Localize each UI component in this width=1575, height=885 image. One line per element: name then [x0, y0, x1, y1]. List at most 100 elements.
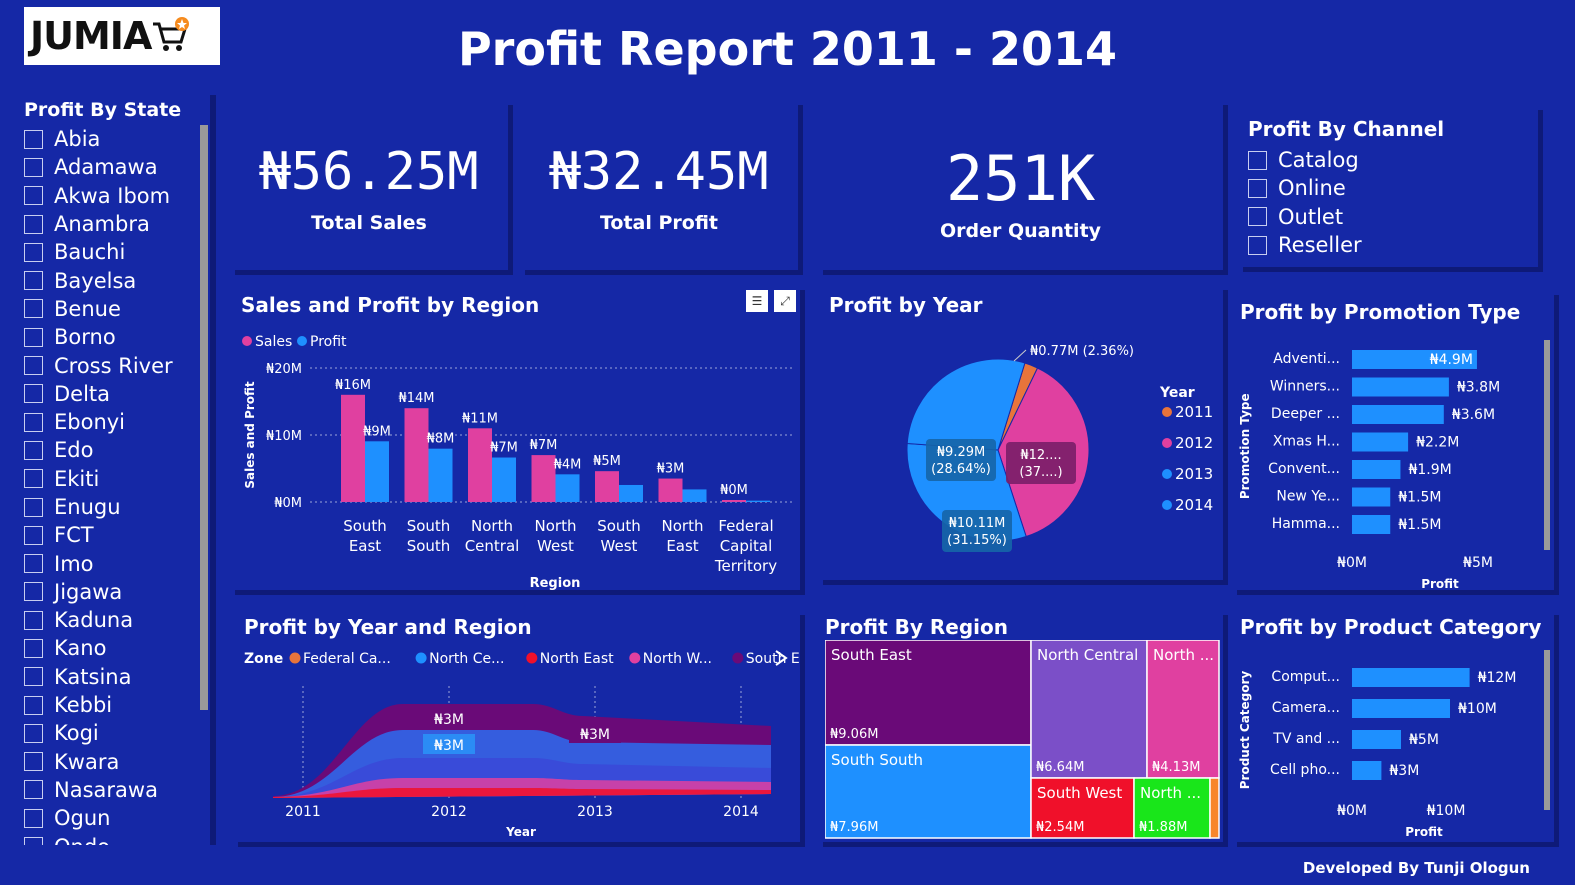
- state-item-delta[interactable]: Delta: [24, 380, 199, 408]
- checkbox[interactable]: [24, 412, 43, 432]
- state-item-label: Kano: [54, 636, 107, 661]
- checkbox[interactable]: [24, 695, 43, 715]
- checkbox[interactable]: [1248, 150, 1267, 170]
- state-item-ekiti[interactable]: Ekiti: [24, 465, 199, 493]
- state-item-label: Cross River: [54, 353, 173, 378]
- x-tick-label: South: [597, 517, 641, 535]
- panel-title: Profit By Region: [825, 615, 1008, 639]
- checkbox[interactable]: [24, 610, 43, 630]
- state-item-kwara[interactable]: Kwara: [24, 748, 199, 776]
- checkbox[interactable]: [24, 242, 43, 262]
- sales-bar: [722, 499, 746, 502]
- checkbox[interactable]: [24, 780, 43, 800]
- bar: [1352, 699, 1450, 718]
- checkbox[interactable]: [24, 440, 43, 460]
- x-tick-label: ₦0M: [1337, 555, 1367, 571]
- channel-item-online[interactable]: Online: [1248, 174, 1498, 202]
- checkbox[interactable]: [24, 299, 43, 319]
- state-item-jigawa[interactable]: Jigawa: [24, 578, 199, 606]
- sales-data-label: ₦7M: [530, 438, 558, 453]
- checkbox[interactable]: [24, 356, 43, 376]
- state-item-kaduna[interactable]: Kaduna: [24, 606, 199, 634]
- legend-2014: 2014: [1175, 496, 1213, 514]
- state-item-katsina[interactable]: Katsina: [24, 663, 199, 691]
- treemap-cell-name: North ...: [1153, 646, 1214, 664]
- bar: [1352, 460, 1401, 479]
- checkbox[interactable]: [1248, 235, 1267, 255]
- profit-promotion-chart: Adventi... ₦4.9M Winners... ₦3.8M Deeper ...…: [1238, 350, 1500, 590]
- state-item-akwa-ibom[interactable]: Akwa Ibom: [24, 182, 199, 210]
- checkbox[interactable]: [24, 129, 43, 149]
- checkbox[interactable]: [24, 157, 43, 177]
- checkbox[interactable]: [24, 186, 43, 206]
- checkbox[interactable]: [1248, 207, 1267, 227]
- channel-item-outlet[interactable]: Outlet: [1248, 203, 1498, 231]
- state-item-anambra[interactable]: Anambra: [24, 210, 199, 238]
- state-item-bauchi[interactable]: Bauchi: [24, 238, 199, 266]
- sales-profit-region-panel: Sales and Profit by Region ☰ ⤢ Sales Prof…: [230, 285, 800, 590]
- checkbox[interactable]: [24, 271, 43, 291]
- scrollbar[interactable]: [200, 125, 208, 710]
- checkbox[interactable]: [24, 638, 43, 658]
- state-item-abia[interactable]: Abia: [24, 125, 199, 153]
- state-item-edo[interactable]: Edo: [24, 436, 199, 464]
- x-tick-label: South: [407, 537, 451, 555]
- y-tick-label: ₦0M: [274, 496, 302, 511]
- sales-bar: [468, 428, 492, 502]
- legend-item: North East: [540, 651, 614, 667]
- profit-product-panel: Profit by Product Category Comput... ₦12M…: [1232, 610, 1554, 842]
- state-item-cross-river[interactable]: Cross River: [24, 351, 199, 379]
- y-axis-label: Sales and Profit: [243, 381, 257, 489]
- state-item-ogun[interactable]: Ogun: [24, 804, 199, 832]
- x-tick-label: East: [666, 537, 698, 555]
- state-item-kebbi[interactable]: Kebbi: [24, 691, 199, 719]
- profit-bar: [619, 484, 643, 502]
- state-item-nasarawa[interactable]: Nasarawa: [24, 776, 199, 804]
- pie-label-box: [1006, 442, 1076, 484]
- state-item-enugu[interactable]: Enugu: [24, 493, 199, 521]
- next-page-icon[interactable]: [775, 650, 788, 666]
- state-item-ondo[interactable]: Ondo: [24, 832, 199, 845]
- treemap-cell-name: South West: [1037, 784, 1122, 802]
- legend-dot: [1162, 469, 1172, 479]
- state-item-ebonyi[interactable]: Ebonyi: [24, 408, 199, 436]
- area-band: [273, 788, 771, 798]
- checkbox[interactable]: [24, 808, 43, 828]
- checkbox[interactable]: [24, 214, 43, 234]
- state-item-benue[interactable]: Benue: [24, 295, 199, 323]
- data-label: ₦3M: [434, 738, 464, 754]
- checkbox[interactable]: [24, 525, 43, 545]
- checkbox[interactable]: [24, 384, 43, 404]
- focus-mode-icon[interactable]: ⤢: [774, 290, 796, 312]
- filter-icon[interactable]: ☰: [746, 290, 768, 312]
- state-item-bayelsa[interactable]: Bayelsa: [24, 266, 199, 294]
- state-item-fct[interactable]: FCT: [24, 521, 199, 549]
- state-item-imo[interactable]: Imo: [24, 549, 199, 577]
- channel-item-reseller[interactable]: Reseller: [1248, 231, 1498, 259]
- state-item-borno[interactable]: Borno: [24, 323, 199, 351]
- checkbox[interactable]: [24, 497, 43, 517]
- x-tick-label: North: [535, 517, 577, 535]
- checkbox[interactable]: [24, 582, 43, 602]
- state-item-label: Abia: [54, 127, 101, 152]
- checkbox[interactable]: [24, 469, 43, 489]
- checkbox[interactable]: [24, 554, 43, 574]
- scrollbar[interactable]: [1544, 340, 1550, 550]
- checkbox[interactable]: [24, 327, 43, 347]
- state-item-label: Borno: [54, 325, 116, 350]
- checkbox[interactable]: [24, 752, 43, 772]
- legend-item: Federal Ca...: [303, 651, 391, 667]
- treemap-cell-name: North ...: [1140, 784, 1201, 802]
- state-item-kogi[interactable]: Kogi: [24, 719, 199, 747]
- checkbox[interactable]: [24, 723, 43, 743]
- scrollbar[interactable]: [1544, 650, 1550, 810]
- bar: [1352, 405, 1444, 424]
- state-list: Abia Adamawa Akwa Ibom Anambra Bauchi Bayelsa…: [24, 125, 199, 845]
- checkbox[interactable]: [24, 667, 43, 687]
- channel-item-catalog[interactable]: Catalog: [1248, 146, 1498, 174]
- state-item-kano[interactable]: Kano: [24, 634, 199, 662]
- state-item-adamawa[interactable]: Adamawa: [24, 153, 199, 181]
- checkbox[interactable]: [24, 837, 43, 845]
- checkbox[interactable]: [1248, 178, 1267, 198]
- legend-dot: [289, 652, 301, 664]
